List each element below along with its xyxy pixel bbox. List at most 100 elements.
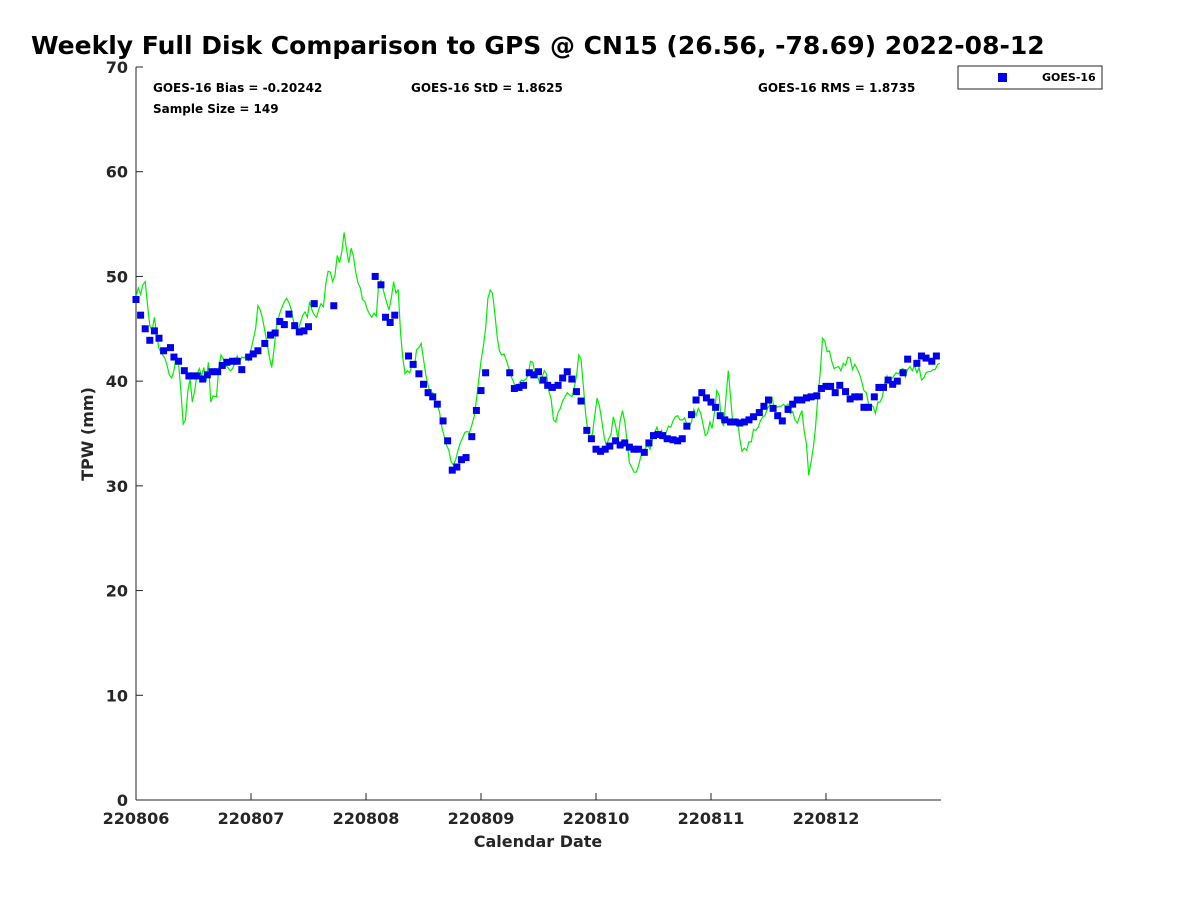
- goes16-point: [592, 445, 600, 453]
- goes16-point: [606, 442, 614, 450]
- goes16-point: [415, 370, 423, 378]
- goes16-point: [654, 431, 662, 439]
- goes16-point: [855, 393, 863, 401]
- goes16-point: [659, 432, 667, 440]
- chart-title: Weekly Full Disk Comparison to GPS @ CN1…: [31, 31, 1045, 60]
- goes16-point: [932, 352, 940, 360]
- goes16-point: [884, 376, 892, 384]
- goes16-point: [238, 366, 246, 374]
- goes16-point: [630, 445, 638, 453]
- goes16-point: [922, 354, 930, 362]
- goes16-point: [544, 381, 552, 389]
- goes16-point: [778, 417, 786, 425]
- goes16-point: [377, 281, 385, 289]
- goes16-point: [525, 369, 533, 377]
- y-tick-label: 20: [106, 582, 128, 601]
- goes16-point: [559, 374, 567, 382]
- legend-label-goes16: GOES-16: [1042, 71, 1096, 84]
- goes16-point: [813, 392, 821, 400]
- goes16-point: [193, 372, 201, 380]
- goes16-point: [831, 389, 839, 397]
- goes16-point: [727, 418, 735, 426]
- goes16-point: [267, 331, 275, 339]
- goes16-point: [223, 358, 231, 366]
- goes16-point: [276, 317, 284, 325]
- goes16-point: [233, 357, 241, 365]
- goes16-point: [167, 344, 174, 352]
- goes16-point: [146, 336, 154, 344]
- goes16-point: [817, 384, 825, 392]
- x-tick-label: 220810: [563, 809, 630, 828]
- goes16-point: [669, 436, 677, 444]
- goes16-point: [865, 403, 873, 411]
- goes16-point: [674, 437, 682, 445]
- goes16-point: [842, 388, 850, 396]
- goes16-point: [621, 439, 629, 447]
- goes16-point: [506, 369, 514, 377]
- goes16-point: [663, 435, 671, 443]
- goes16-point: [784, 405, 792, 413]
- goes16-point: [917, 352, 925, 360]
- std-stat: GOES-16 StD = 1.8625: [411, 81, 563, 95]
- sample-size-stat: Sample Size = 149: [153, 102, 279, 116]
- goes16-point: [587, 435, 595, 443]
- goes16-point: [875, 383, 883, 391]
- goes16-point: [597, 447, 605, 455]
- goes16-point: [305, 323, 312, 331]
- goes16-point: [893, 377, 901, 385]
- goes16-point: [203, 371, 211, 379]
- goes16-point: [175, 357, 183, 365]
- goes16-point: [928, 357, 936, 365]
- goes16-point: [218, 361, 226, 369]
- goes16-point: [141, 325, 149, 333]
- y-tick-label: 40: [106, 372, 128, 391]
- goes16-point: [371, 272, 379, 280]
- goes16-point: [716, 412, 724, 420]
- goes16-point: [899, 369, 907, 377]
- goes16-point: [822, 382, 830, 390]
- goes16-point: [740, 418, 748, 426]
- goes16-point: [860, 403, 868, 411]
- goes16-point: [846, 395, 854, 403]
- goes16-point: [429, 393, 437, 401]
- goes16-point: [807, 393, 815, 401]
- goes16-point: [185, 372, 193, 380]
- goes16-point: [698, 389, 706, 397]
- goes16-point: [150, 327, 158, 335]
- goes16-point: [155, 334, 163, 342]
- goes16-point: [439, 417, 447, 425]
- goes16-point: [904, 355, 912, 363]
- legend-box: [957, 65, 1103, 90]
- goes16-point: [420, 380, 427, 388]
- goes16-point: [254, 347, 262, 355]
- y-ticks: 0 10 20 30 40 50 60 70: [106, 58, 143, 810]
- goes16-point: [836, 381, 844, 389]
- x-axis-label: Calendar Date: [474, 832, 603, 851]
- goes16-point: [448, 466, 456, 474]
- goes16-point: [851, 393, 859, 401]
- goes16-point: [802, 394, 810, 402]
- goes16-point: [170, 353, 178, 361]
- goes16-point: [132, 295, 140, 303]
- y-tick-label: 0: [117, 791, 128, 810]
- goes16-point: [405, 352, 413, 360]
- goes16-point: [563, 368, 571, 376]
- goes16-point: [271, 329, 279, 337]
- goes16-point: [798, 396, 806, 404]
- goes16-point: [870, 393, 878, 401]
- x-tick-label: 220809: [448, 809, 515, 828]
- goes16-point: [520, 381, 528, 389]
- goes16-point: [612, 437, 620, 445]
- goes16-point: [285, 310, 293, 318]
- legend-marker-goes16: [998, 73, 1007, 82]
- goes16-point: [707, 398, 715, 406]
- goes16-point: [750, 413, 758, 421]
- y-tick-label: 70: [106, 58, 128, 77]
- goes16-point: [453, 463, 461, 471]
- goes16-point: [755, 409, 763, 417]
- goes16-point: [280, 321, 288, 329]
- x-tick-label: 220812: [793, 809, 860, 828]
- goes16-point: [583, 426, 591, 434]
- goes16-point: [827, 382, 835, 390]
